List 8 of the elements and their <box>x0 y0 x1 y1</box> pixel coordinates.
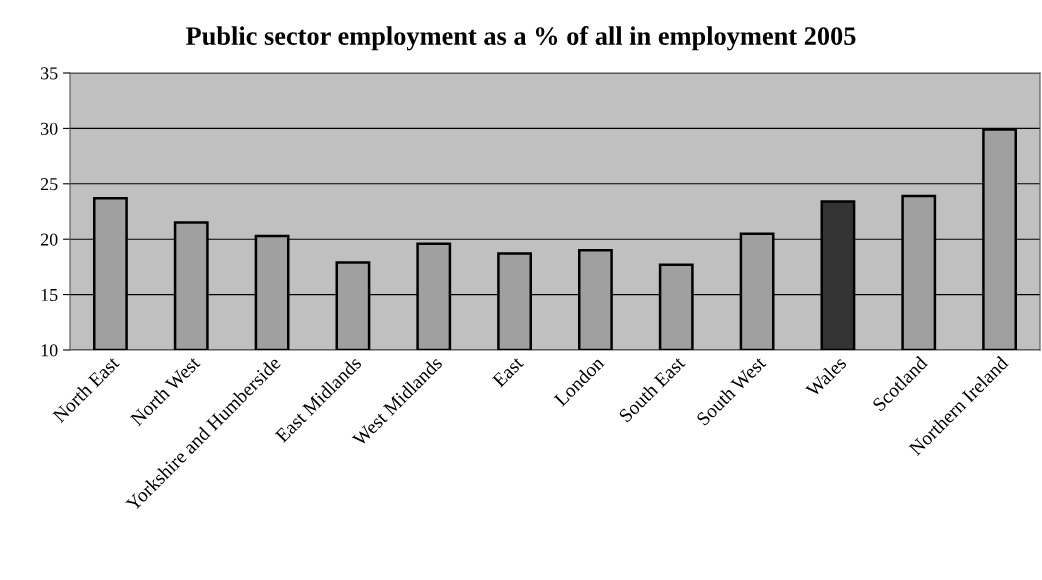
chart-title: Public sector employment as a % of all in employment 2005 <box>185 26 856 51</box>
y-tick-label: 35 <box>41 67 58 80</box>
y-tick-label: 25 <box>40 178 58 191</box>
y-tick-label: 30 <box>41 122 58 135</box>
y-tick-label: 15 <box>41 288 58 302</box>
y-tick-label: 10 <box>41 344 58 357</box>
y-tick-label: 20 <box>40 233 58 246</box>
x-tick-label: East <box>491 355 525 388</box>
